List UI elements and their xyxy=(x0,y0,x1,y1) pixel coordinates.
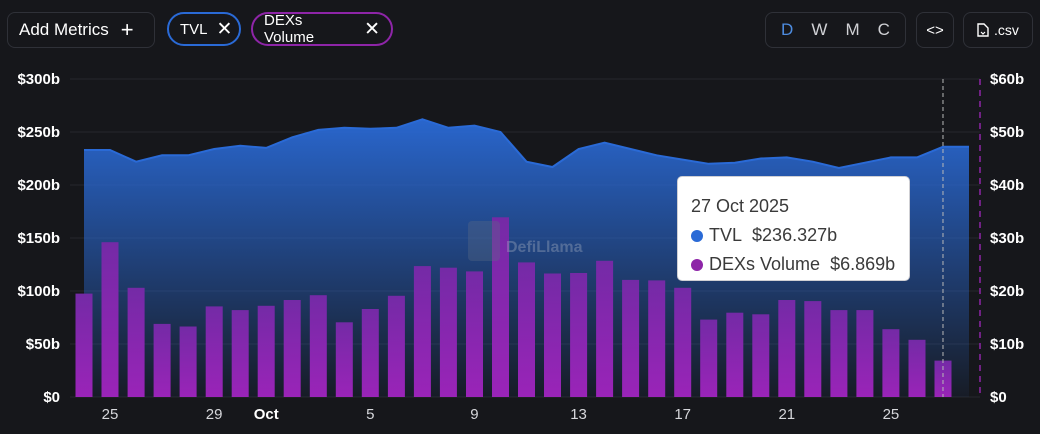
period-weekly-button[interactable]: W xyxy=(811,20,828,39)
dex-volume-bar[interactable] xyxy=(361,309,379,397)
code-icon: <> xyxy=(926,21,944,39)
period-daily-button[interactable]: D xyxy=(781,20,794,39)
dex-volume-bar[interactable] xyxy=(413,266,431,397)
csv-label: .csv xyxy=(994,22,1019,38)
file-icon xyxy=(977,23,989,37)
dex-volume-bar[interactable] xyxy=(830,310,848,397)
y-left-tick-label: $300b xyxy=(17,71,60,88)
tooltip-dex-value: $6.869b xyxy=(830,254,896,274)
y-right-tick-label: $10b xyxy=(990,336,1024,353)
x-tick-label: 29 xyxy=(206,406,223,423)
x-tick-label: 25 xyxy=(102,406,119,423)
dex-volume-bar[interactable] xyxy=(492,217,509,397)
dex-volume-bar[interactable] xyxy=(778,300,796,397)
x-tick-label: 21 xyxy=(778,406,795,423)
dex-volume-bar[interactable] xyxy=(934,360,952,397)
dex-volume-bar[interactable] xyxy=(726,312,744,397)
dex-volume-bar[interactable] xyxy=(283,300,301,397)
dex-volume-bar[interactable] xyxy=(257,305,275,397)
dex-dot-icon xyxy=(691,258,703,271)
dex-volume-bar[interactable] xyxy=(648,280,666,397)
tvl-dot-icon xyxy=(691,229,703,242)
dex-volume-bar[interactable] xyxy=(75,293,93,397)
y-left-tick-label: $250b xyxy=(17,124,60,141)
y-right-tick-label: $0 xyxy=(990,389,1007,406)
dex-volume-bar[interactable] xyxy=(231,310,249,397)
dex-volume-bar[interactable] xyxy=(387,295,405,397)
y-right-tick-label: $50b xyxy=(990,124,1024,141)
tooltip-tvl-value: $236.327b xyxy=(752,225,838,245)
close-icon[interactable]: ✕ xyxy=(364,18,380,40)
y-right-tick-label: $40b xyxy=(990,177,1024,194)
dex-volume-bar[interactable] xyxy=(179,326,197,398)
dex-volume-bar[interactable] xyxy=(127,287,145,397)
metric-chip-dexs-volume-label: DEXs Volume xyxy=(264,12,315,46)
y-right-tick-label: $30b xyxy=(990,230,1024,247)
y-left-tick-label: $150b xyxy=(17,230,60,247)
tvl-line xyxy=(84,118,969,170)
x-tick-label: 9 xyxy=(470,406,478,423)
dex-volume-bar[interactable] xyxy=(856,310,874,397)
tooltip-tvl-label: TVL xyxy=(709,225,743,245)
metric-chip-tvl[interactable]: TVL ✕ xyxy=(167,12,241,46)
dex-volume-bar[interactable] xyxy=(153,323,171,397)
dex-volume-bars xyxy=(75,217,952,398)
add-metrics-label: Add Metrics xyxy=(19,20,109,39)
dex-volume-bar[interactable] xyxy=(804,301,822,397)
watermark: DefiLlama xyxy=(468,221,583,261)
dex-volume-bar[interactable] xyxy=(908,339,926,397)
x-tick-label: Oct xyxy=(254,406,279,423)
metric-chip-tvl-label: TVL xyxy=(180,20,208,38)
dex-volume-bar[interactable] xyxy=(596,260,614,397)
y-right-tick-label: $60b xyxy=(990,71,1024,88)
x-tick-label: 13 xyxy=(570,406,587,423)
metric-chip-dexs-volume[interactable]: DEXs Volume ✕ xyxy=(251,12,393,46)
watermark-text: DefiLlama xyxy=(506,239,583,256)
embed-button[interactable]: <> xyxy=(916,12,954,48)
period-cumulative-button[interactable]: C xyxy=(877,20,890,39)
x-tick-label: 25 xyxy=(883,406,900,423)
tooltip-tvl-row: TVL $236.327b xyxy=(691,221,909,250)
add-metrics-button[interactable]: Add Metrics + xyxy=(7,12,155,48)
tooltip-dex-label: DEXs Volume xyxy=(709,254,821,274)
download-csv-button[interactable]: .csv xyxy=(963,12,1033,48)
y-right-tick-label: $20b xyxy=(990,283,1024,300)
tooltip-date: 27 Oct 2025 xyxy=(691,196,790,216)
tooltip-dex-row: DEXs Volume $6.869b xyxy=(691,250,909,279)
dex-volume-bar[interactable] xyxy=(101,242,119,397)
dex-volume-bar[interactable] xyxy=(570,273,588,397)
y-left-tick-label: $200b xyxy=(17,177,60,194)
period-monthly-button[interactable]: M xyxy=(845,20,860,39)
x-tick-label: 17 xyxy=(674,406,691,423)
period-selector: D W M C xyxy=(765,12,906,48)
close-icon[interactable]: ✕ xyxy=(216,18,233,40)
dex-volume-bar[interactable] xyxy=(674,287,692,397)
dex-volume-bar[interactable] xyxy=(309,295,327,397)
dex-volume-bar[interactable] xyxy=(700,319,718,397)
dex-volume-bar[interactable] xyxy=(882,329,900,397)
dex-volume-bar[interactable] xyxy=(752,314,770,397)
y-left-tick-label: $100b xyxy=(17,283,60,300)
dex-volume-bar[interactable] xyxy=(335,322,353,397)
dex-volume-bar[interactable] xyxy=(205,306,223,397)
y-left-tick-label: $50b xyxy=(26,336,60,353)
dex-volume-bar[interactable] xyxy=(466,271,483,397)
plus-icon: + xyxy=(120,17,134,42)
dex-volume-bar[interactable] xyxy=(518,262,535,397)
dex-volume-bar[interactable] xyxy=(439,267,457,397)
defillama-logo-icon xyxy=(468,221,500,261)
dex-volume-bar[interactable] xyxy=(544,273,561,398)
chart-tooltip: 27 Oct 2025 TVL $236.327b DEXs Volume $6… xyxy=(677,176,910,281)
x-tick-label: 5 xyxy=(366,406,374,423)
dex-volume-bar[interactable] xyxy=(622,279,640,397)
y-left-tick-label: $0 xyxy=(43,389,60,406)
